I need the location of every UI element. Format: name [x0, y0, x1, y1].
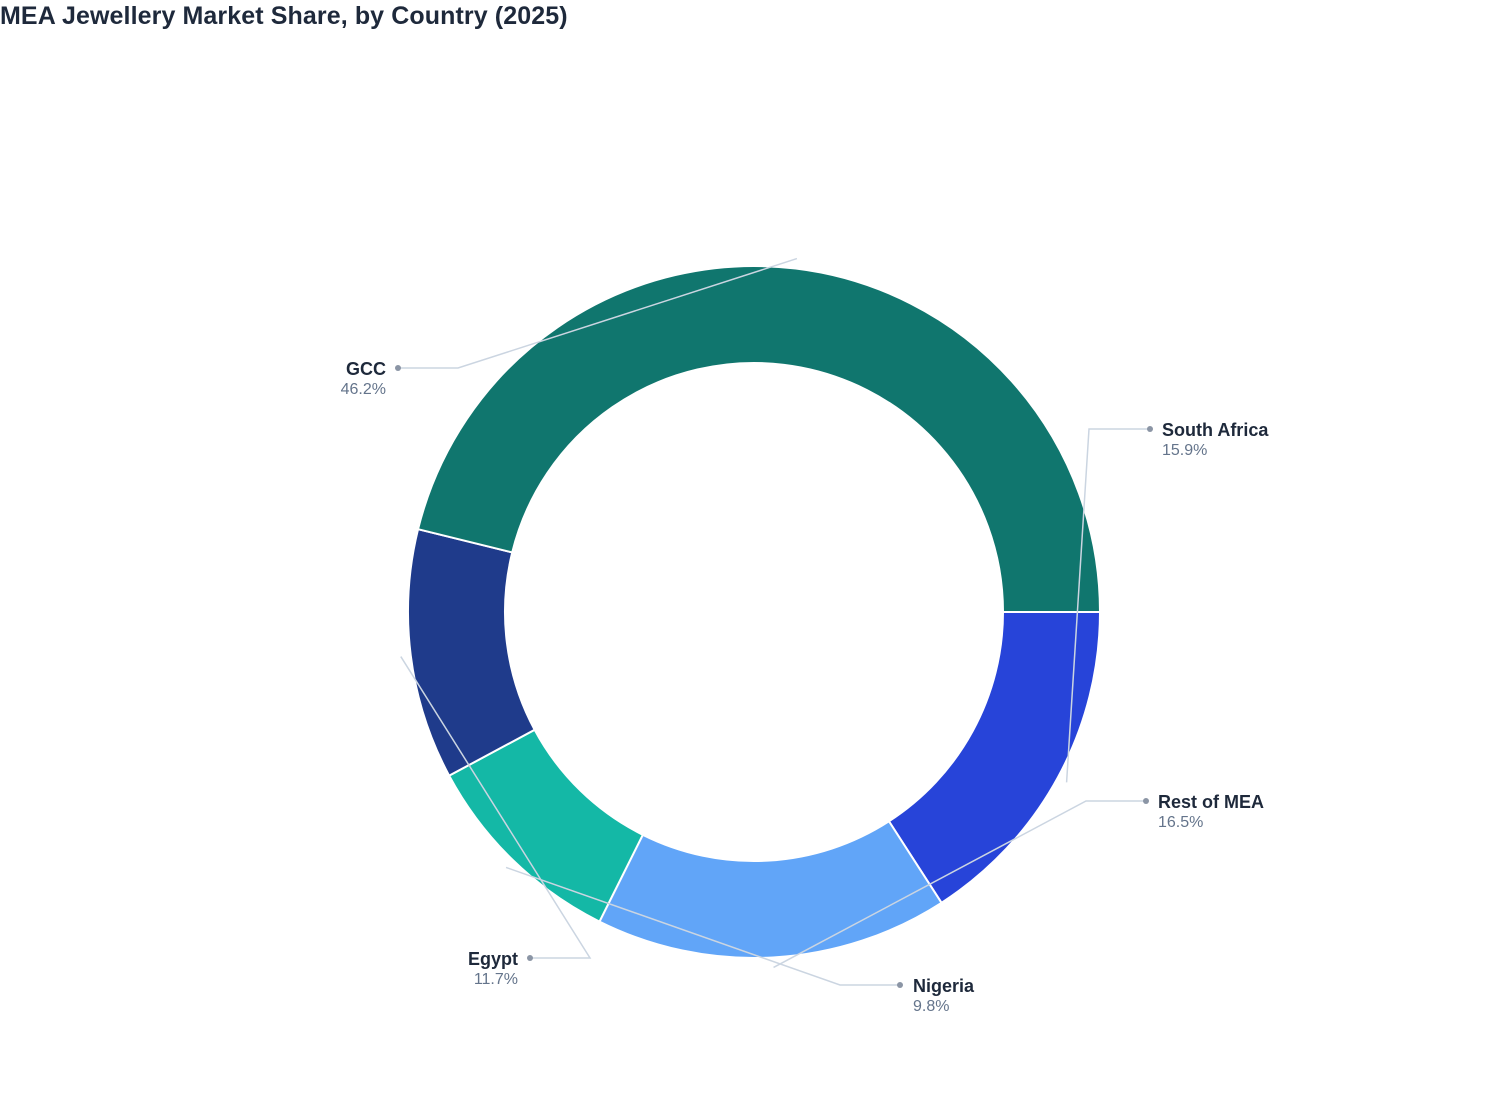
leader-line-rest-of-mea [773, 800, 1146, 969]
slice-rest-of-mea[interactable] [598, 819, 943, 959]
slice-label-nigeria: Nigeria [913, 976, 975, 996]
leader-line-egypt [400, 656, 592, 959]
slice-gcc[interactable] [416, 265, 1102, 613]
slice-label-rest-of-mea: Rest of MEA [1158, 792, 1264, 812]
donut-slices [407, 265, 1102, 959]
slice-label-south-africa: South Africa [1162, 420, 1269, 440]
slice-label-egypt: Egypt [468, 949, 518, 969]
chart-title: MEA Jewellery Market Share, by Country (… [0, 2, 568, 30]
leader-line-south-africa [1065, 428, 1150, 783]
slice-value-nigeria: 9.8% [913, 998, 949, 1015]
leader-dot-gcc [395, 365, 401, 371]
leader-dot-egypt [527, 955, 533, 961]
leader-dot-south-africa [1147, 426, 1153, 432]
slice-value-gcc: 46.2% [341, 381, 386, 398]
slice-value-rest-of-mea: 16.5% [1158, 814, 1203, 831]
slice-label-gcc: GCC [346, 359, 386, 379]
slice-value-egypt: 11.7% [474, 971, 518, 988]
slice-egypt[interactable] [407, 527, 536, 778]
leader-line-nigeria [505, 866, 900, 986]
leader-dot-nigeria [897, 982, 903, 988]
slice-value-south-africa: 15.9% [1162, 442, 1207, 459]
leader-dot-rest-of-mea [1143, 798, 1149, 804]
leader-line-gcc [398, 257, 798, 369]
slice-labels: South Africa 15.9% Rest of MEA 16.5% Nigeria… [341, 257, 1269, 1015]
